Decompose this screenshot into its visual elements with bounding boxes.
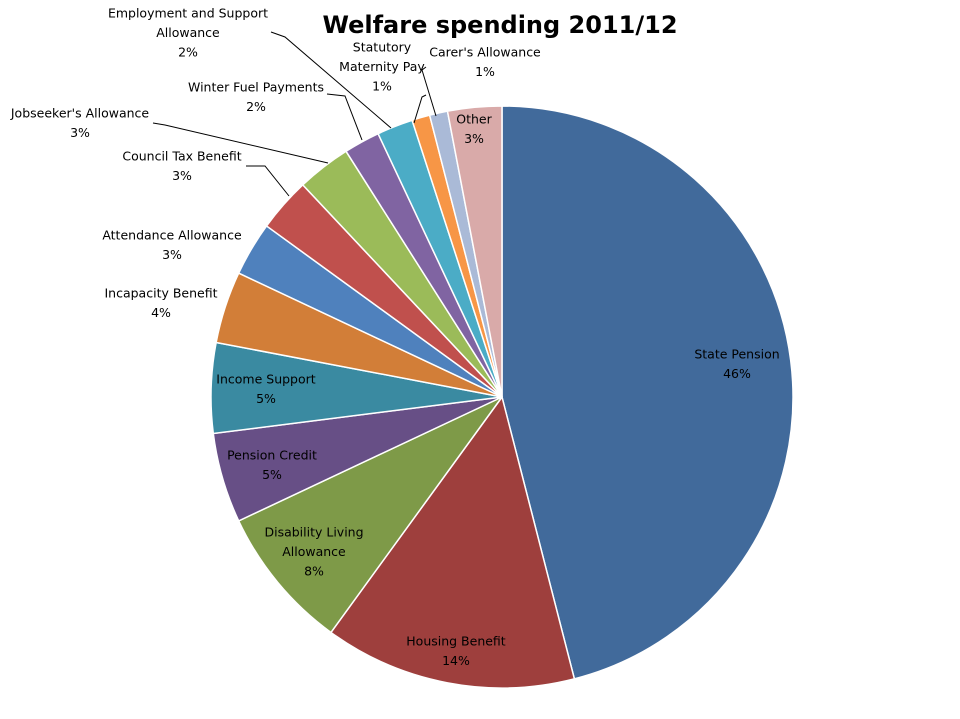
slice-labels: State Pension 46% Housing Benefit 14% Disabi… [10, 6, 780, 668]
leader-line-statutory-maternity-pay [413, 94, 427, 124]
leader-line-council-tax-benefit [246, 165, 290, 197]
leader-line-carer-s-allowance [421, 66, 437, 117]
data-label-disability-living-allowance: Disability Living Allowance 8% [264, 525, 363, 579]
data-label-jobseeker-s-allowance: Jobseeker's Allowance 3% [10, 105, 150, 140]
data-label-state-pension: State Pension 46% [694, 346, 779, 381]
data-label-attendance-allowance: Attendance Allowance 3% [102, 227, 242, 261]
pie-slices [210, 105, 794, 689]
chart-title: Welfare spending 2011/12 [322, 11, 677, 39]
data-label-income-support: Income Support 5% [216, 371, 315, 406]
leader-line-winter-fuel-payments [326, 93, 363, 141]
data-label-incapacity-benefit: Incapacity Benefit 4% [104, 285, 217, 320]
pie-slice-housing-benefit [329, 395, 576, 689]
data-label-housing-benefit: Housing Benefit 14% [406, 633, 506, 668]
data-label-employment-and-support-allowance: Employment and Support Allowance 2% [108, 6, 268, 60]
pie-slice-state-pension [501, 105, 794, 680]
data-label-winter-fuel-payments: Winter Fuel Payments 2% [188, 79, 324, 114]
data-label-statutory-maternity-pay: Statutory Maternity Pay 1% [339, 40, 425, 94]
data-label-other: Other 3% [456, 111, 492, 146]
data-label-pension-credit: Pension Credit 5% [227, 447, 317, 482]
leader-line-jobseeker-s-allowance [152, 122, 329, 164]
pie-slice-other [446, 105, 503, 398]
data-label-council-tax-benefit: Council Tax Benefit 3% [122, 148, 241, 183]
leader-lines [152, 31, 437, 197]
leader-line-employment-and-support-allowance [270, 31, 392, 129]
data-label-carer-s-allowance: Carer's Allowance 1% [429, 44, 541, 79]
pie-slice-disability-living-allowance [237, 396, 503, 634]
